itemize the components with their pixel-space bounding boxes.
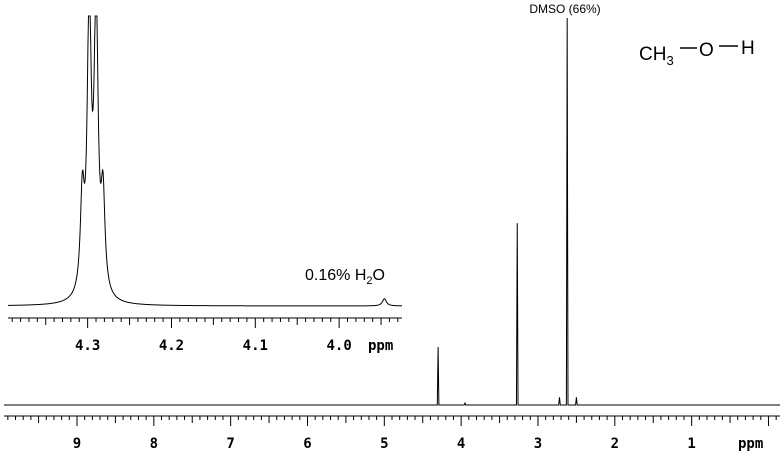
- inset-x-tick-label: 4.0: [326, 338, 351, 354]
- main-x-tick-label: 6: [303, 436, 311, 452]
- main-x-tick-label: 3: [534, 436, 542, 452]
- main-x-tick-label: 2: [611, 436, 619, 452]
- water-annotation-o: O: [373, 267, 385, 284]
- main-x-tick-label: 4: [457, 436, 465, 452]
- hydrogen-label: H: [741, 38, 755, 59]
- main-x-axis-tick-labels: 9 8 7 6 5 4 3 2 1: [73, 436, 696, 452]
- water-annotation-subscript: 2: [366, 275, 372, 287]
- dmso-peak-label: DMSO (66%): [529, 2, 600, 16]
- main-x-tick-label: 9: [73, 436, 81, 452]
- main-spectrum: 9 8 7 6 5 4 3 2 1 ppm DMSO (66%): [4, 2, 780, 452]
- methyl-ch: CH: [639, 44, 666, 65]
- inset-spectrum: 4.3 4.2 4.1 4.0 ppm 0.16% H2O: [7, 15, 403, 354]
- main-x-axis-label: ppm: [738, 436, 763, 452]
- inset-x-tick-label: 4.2: [159, 338, 184, 354]
- oxygen-label: O: [699, 40, 714, 61]
- main-x-tick-label: 5: [380, 436, 388, 452]
- inset-x-axis-label: ppm: [368, 338, 393, 354]
- water-annotation-main: 0.16% H: [305, 267, 366, 284]
- main-x-axis-ticks: [7, 416, 777, 426]
- main-x-tick-label: 1: [687, 436, 695, 452]
- inset-x-axis-tick-labels: 4.3 4.2 4.1 4.0: [75, 338, 352, 354]
- inset-x-axis-ticks: [11, 318, 399, 328]
- inset-spectrum-trace: [7, 15, 403, 307]
- main-spectrum-trace: [4, 17, 780, 406]
- inset-x-tick-label: 4.3: [75, 338, 100, 354]
- methyl-subscript: 3: [666, 53, 673, 68]
- water-peak-annotation: 0.16% H2O: [305, 267, 385, 287]
- methyl-group-label: CH3: [639, 44, 674, 68]
- inset-x-tick-label: 4.1: [243, 338, 268, 354]
- main-x-tick-label: 7: [226, 436, 234, 452]
- methanol-structure: CH3 O H: [639, 38, 755, 68]
- main-x-tick-label: 8: [150, 436, 158, 452]
